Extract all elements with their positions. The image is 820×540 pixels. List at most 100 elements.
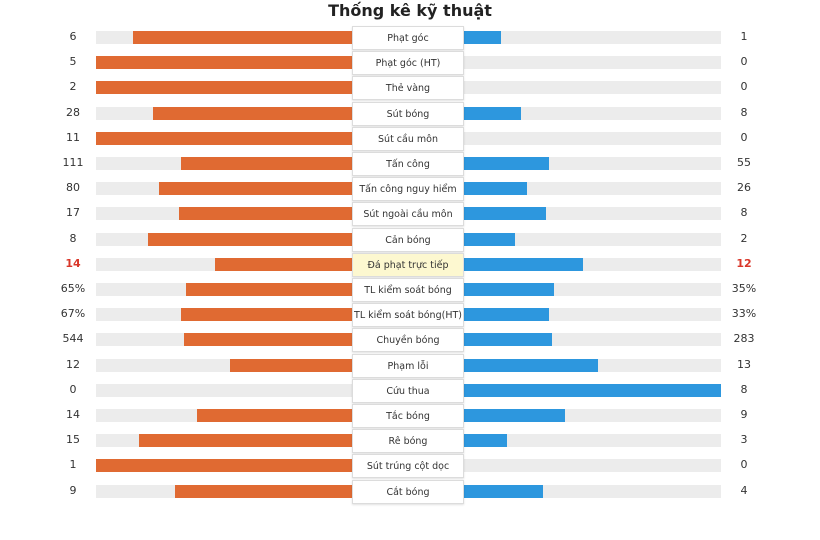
stat-label: Tấn công xyxy=(352,152,464,176)
home-bar xyxy=(96,131,354,145)
home-bar-track xyxy=(96,308,354,322)
stat-row: 111 Tấn công 55 xyxy=(0,152,820,179)
home-bar-track xyxy=(96,409,354,422)
home-bar xyxy=(196,409,354,422)
stat-row: 17 Sút ngoài cầu môn 8 xyxy=(0,202,820,229)
away-bar-track xyxy=(464,131,721,145)
away-value: 35% xyxy=(731,282,757,295)
home-bar-track xyxy=(96,182,354,196)
home-bar xyxy=(215,257,354,271)
home-bar xyxy=(139,434,354,448)
away-value: 55 xyxy=(737,156,751,169)
away-bar xyxy=(464,182,528,196)
home-bar xyxy=(181,308,354,322)
away-bar xyxy=(464,232,516,246)
home-value: 8 xyxy=(69,231,77,245)
away-value: 4 xyxy=(740,483,748,497)
home-bar xyxy=(175,484,354,498)
stat-label: Tấn công nguy hiểm xyxy=(352,177,464,202)
home-value: 9 xyxy=(69,483,77,497)
away-value: 26 xyxy=(737,181,751,195)
home-value: 1 xyxy=(69,458,77,472)
stat-label: Phạt góc xyxy=(352,26,464,50)
stat-row: 80 Tấn công nguy hiểm 26 xyxy=(0,177,820,204)
away-bar-track xyxy=(464,383,721,397)
away-bar-track xyxy=(464,409,721,422)
home-value: 5 xyxy=(69,55,77,69)
stat-label: Cản bóng xyxy=(352,227,464,252)
away-bar-track xyxy=(464,283,721,296)
home-bar xyxy=(186,283,354,296)
home-bar-track xyxy=(96,232,354,246)
home-bar xyxy=(147,232,354,246)
stat-label: Đá phạt trực tiếp xyxy=(352,252,464,277)
away-bar-track xyxy=(464,31,721,44)
away-bar-track xyxy=(464,257,721,271)
home-value: 17 xyxy=(66,206,80,220)
stat-label: Sút cầu môn xyxy=(352,126,464,151)
home-bar-track xyxy=(96,157,354,170)
home-value: 14 xyxy=(66,408,80,421)
home-bar xyxy=(96,56,354,70)
home-bar xyxy=(132,31,354,44)
away-bar xyxy=(464,157,550,170)
away-bar xyxy=(464,31,501,44)
away-value: 8 xyxy=(740,382,748,396)
away-bar xyxy=(464,409,565,422)
stat-label: TL kiểm soát bóng(HT) xyxy=(352,303,464,328)
away-value: 0 xyxy=(740,458,748,472)
away-bar xyxy=(464,333,552,347)
stat-label: Thẻ vàng xyxy=(352,76,464,101)
home-bar xyxy=(153,106,354,120)
away-bar xyxy=(464,283,554,296)
away-value: 3 xyxy=(740,433,748,447)
home-bar xyxy=(96,459,354,473)
stat-row: 6 Phạt góc 1 xyxy=(0,26,820,53)
home-bar-track xyxy=(96,283,354,296)
stat-row: 15 Rê bóng 3 xyxy=(0,429,820,456)
away-value: 0 xyxy=(740,130,748,144)
away-bar-track xyxy=(464,157,721,170)
stat-row: 8 Cản bóng 2 xyxy=(0,227,820,255)
home-value: 11 xyxy=(66,130,80,144)
stat-label: Tắc bóng xyxy=(352,404,464,428)
home-value: 6 xyxy=(69,30,77,43)
home-value: 12 xyxy=(66,357,80,371)
stat-label: Phạm lỗi xyxy=(352,353,464,378)
home-bar-track xyxy=(96,333,354,347)
stat-label: Rê bóng xyxy=(352,429,464,454)
stat-label: TL kiểm soát bóng xyxy=(352,278,464,302)
away-bar-track xyxy=(464,459,721,473)
home-bar xyxy=(181,157,354,170)
stat-row: 12 Phạm lỗi 13 xyxy=(0,353,820,381)
away-value: 1 xyxy=(740,30,748,43)
home-bar-track xyxy=(96,81,354,95)
page-title: Thống kê kỹ thuật xyxy=(0,0,820,24)
home-bar-track xyxy=(96,434,354,448)
stat-row: 11 Sút cầu môn 0 xyxy=(0,126,820,154)
home-bar xyxy=(178,207,354,221)
away-bar xyxy=(464,484,544,498)
home-bar-track xyxy=(96,358,354,372)
away-bar xyxy=(464,308,549,322)
home-value: 111 xyxy=(62,156,84,169)
stat-row: 65% TL kiểm soát bóng 35% xyxy=(0,278,820,305)
home-value: 0 xyxy=(69,382,77,396)
home-bar-track xyxy=(96,31,354,44)
away-value: 12 xyxy=(736,256,752,270)
home-bar-track xyxy=(96,383,354,397)
away-bar xyxy=(464,358,598,372)
stat-row: 1 Sút trúng cột dọc 0 xyxy=(0,454,820,481)
home-value: 80 xyxy=(66,181,80,195)
away-bar-track xyxy=(464,484,721,498)
stat-row: 67% TL kiểm soát bóng(HT) 33% xyxy=(0,303,820,330)
home-bar-track xyxy=(96,459,354,473)
away-bar xyxy=(464,257,583,271)
home-bar-track xyxy=(96,56,354,70)
stat-label: Cắt bóng xyxy=(352,479,464,504)
home-bar xyxy=(184,333,354,347)
stat-row: 9 Cắt bóng 4 xyxy=(0,479,820,507)
stat-row: 0 Cứu thua 8 xyxy=(0,378,820,406)
stat-row: 28 Sút bóng 8 xyxy=(0,101,820,129)
away-bar-track xyxy=(464,56,721,70)
